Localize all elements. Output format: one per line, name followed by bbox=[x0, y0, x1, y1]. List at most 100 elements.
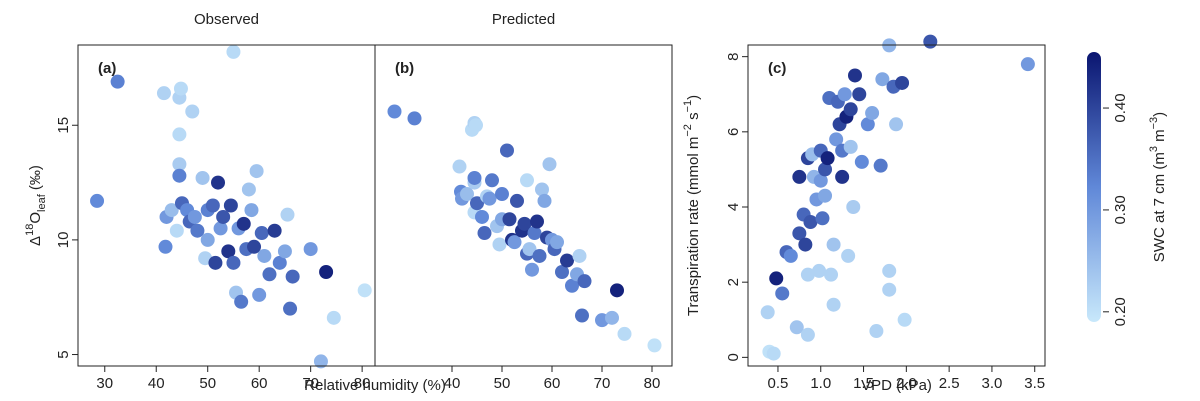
point bbox=[216, 209, 231, 224]
point bbox=[234, 294, 249, 309]
y-tick-label: 6 bbox=[725, 128, 742, 136]
point bbox=[460, 187, 474, 202]
point bbox=[200, 232, 215, 247]
x-tick-label: 2.0 bbox=[896, 375, 917, 392]
point bbox=[555, 264, 569, 279]
point bbox=[500, 143, 514, 158]
point bbox=[221, 244, 236, 259]
point bbox=[267, 223, 282, 238]
label-part: 3 bbox=[1148, 146, 1160, 152]
point bbox=[172, 127, 187, 142]
point bbox=[882, 282, 897, 297]
point bbox=[492, 237, 507, 252]
point bbox=[537, 193, 552, 208]
point bbox=[818, 162, 833, 177]
point bbox=[525, 262, 539, 277]
x-tick-label: 3.5 bbox=[1024, 375, 1045, 392]
panel-title: Predicted bbox=[492, 11, 555, 28]
point bbox=[829, 132, 844, 147]
label-part: −1 bbox=[682, 100, 694, 113]
point bbox=[195, 170, 210, 185]
point bbox=[470, 196, 484, 211]
label-part: O bbox=[27, 212, 44, 224]
point bbox=[252, 287, 267, 302]
point bbox=[783, 248, 798, 263]
panel-label: (c) bbox=[768, 60, 786, 77]
x-tick-label: 80 bbox=[644, 375, 661, 392]
label-part: m bbox=[1151, 129, 1168, 146]
point bbox=[647, 338, 662, 353]
point bbox=[257, 248, 272, 263]
point bbox=[283, 301, 298, 316]
point bbox=[550, 235, 564, 250]
point bbox=[262, 267, 277, 282]
point bbox=[485, 173, 499, 188]
point bbox=[617, 326, 632, 341]
x-tick-label: 2.5 bbox=[939, 375, 960, 392]
point bbox=[560, 253, 574, 268]
point bbox=[882, 263, 897, 278]
point bbox=[542, 157, 557, 172]
point bbox=[826, 237, 841, 252]
panel-title: Observed bbox=[194, 11, 259, 28]
point bbox=[843, 139, 858, 154]
point bbox=[800, 327, 815, 342]
point bbox=[236, 216, 251, 231]
point bbox=[846, 200, 861, 215]
label-part: SWC at 7 cm (m bbox=[1151, 152, 1168, 262]
point bbox=[854, 154, 869, 169]
point bbox=[190, 223, 205, 238]
point bbox=[208, 255, 223, 270]
point bbox=[241, 182, 256, 197]
point bbox=[247, 239, 262, 254]
point bbox=[277, 244, 292, 259]
point bbox=[530, 214, 544, 229]
point bbox=[357, 283, 372, 298]
point bbox=[895, 75, 910, 90]
point bbox=[792, 226, 807, 241]
colorbar-tick-label: 0.30 bbox=[1112, 195, 1129, 224]
point bbox=[818, 188, 833, 203]
label-part: ) bbox=[1151, 112, 1168, 117]
point bbox=[507, 235, 522, 250]
point bbox=[812, 263, 827, 278]
point bbox=[841, 248, 856, 263]
point bbox=[211, 175, 226, 190]
point bbox=[90, 193, 105, 208]
point bbox=[187, 209, 202, 224]
point bbox=[869, 324, 884, 339]
point bbox=[605, 310, 619, 325]
x-axis-label: VPD (kPa) bbox=[861, 377, 932, 394]
x-tick-label: 1.0 bbox=[810, 375, 831, 392]
point bbox=[226, 44, 241, 59]
x-tick-label: 50 bbox=[494, 375, 511, 392]
point bbox=[205, 198, 220, 213]
point bbox=[313, 354, 328, 369]
point bbox=[467, 170, 482, 185]
point bbox=[407, 111, 422, 126]
x-tick-label: 40 bbox=[444, 375, 461, 392]
label-part: s bbox=[685, 112, 702, 124]
point bbox=[577, 274, 592, 289]
y-tick-label: 8 bbox=[725, 52, 742, 60]
x-tick-label: 30 bbox=[96, 375, 113, 392]
panel-label: (a) bbox=[98, 60, 116, 77]
label-part: −3 bbox=[1148, 117, 1160, 130]
y-tick-label: 5 bbox=[55, 350, 72, 358]
point bbox=[156, 86, 171, 101]
point bbox=[495, 187, 509, 202]
point bbox=[813, 173, 828, 188]
label-part: −2 bbox=[682, 124, 694, 137]
point bbox=[272, 255, 287, 270]
point bbox=[110, 74, 125, 89]
y-tick-label: 10 bbox=[55, 232, 72, 249]
point bbox=[517, 216, 532, 231]
point bbox=[482, 191, 497, 206]
point bbox=[158, 239, 173, 254]
y-tick-label: 15 bbox=[55, 117, 72, 134]
x-tick-label: 70 bbox=[594, 375, 611, 392]
point bbox=[820, 151, 835, 166]
point bbox=[510, 193, 524, 208]
x-tick-label: 3.0 bbox=[982, 375, 1003, 392]
x-tick-label: 60 bbox=[544, 375, 561, 392]
